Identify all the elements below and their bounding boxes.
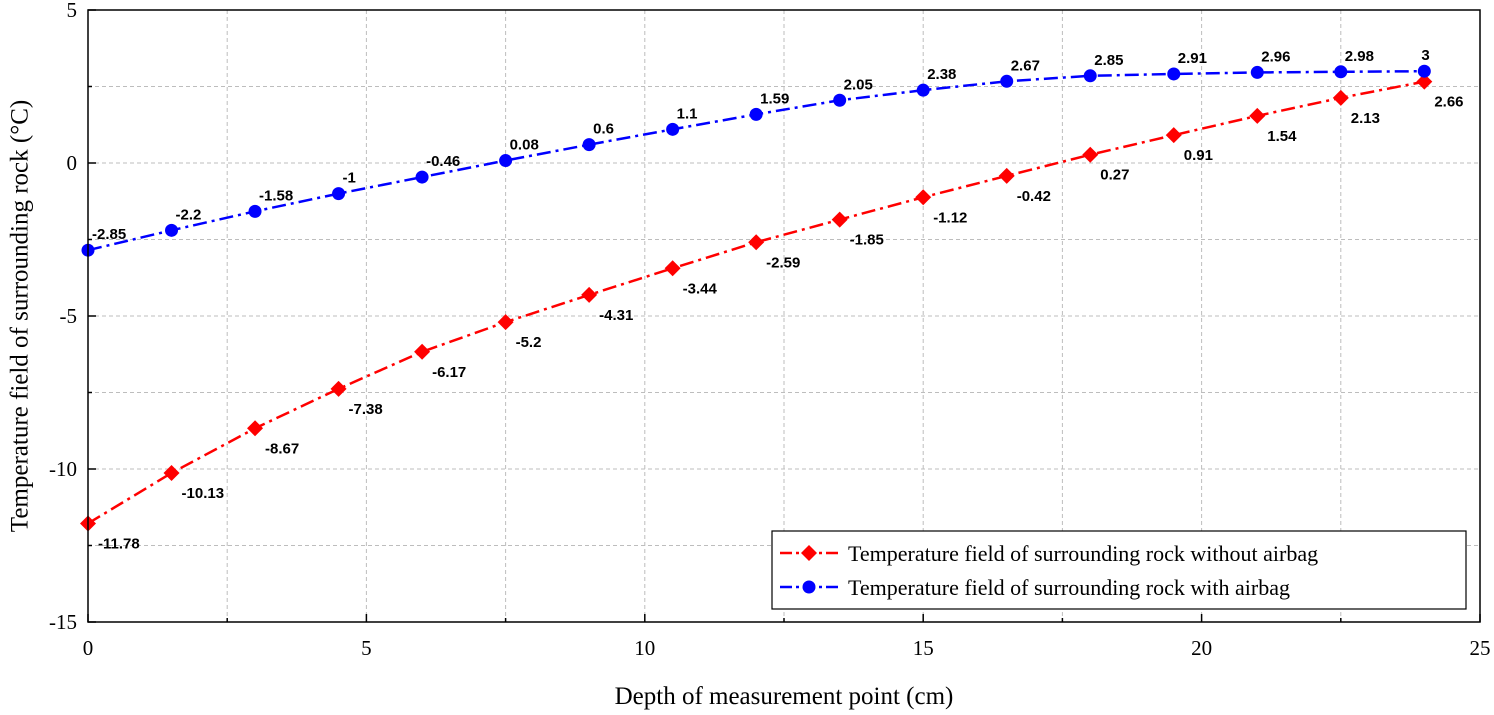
series-layer: -11.78 -10.13 -8.67 -7.38 -6.17 -5.2 -4.31 -3.4… xyxy=(80,47,1464,552)
data-point xyxy=(332,187,346,201)
data-point xyxy=(1250,65,1264,79)
data-point xyxy=(1082,146,1099,163)
data-label: -1 xyxy=(343,170,356,187)
data-point xyxy=(248,204,262,218)
data-point xyxy=(1334,65,1348,79)
data-label: 2.13 xyxy=(1351,110,1380,127)
series-2: -2.85 -2.2 -1.58 -1 -0.46 0.08 0.6 1.1 1.59 2.05 2… xyxy=(81,47,1431,257)
x-tick-label: 20 xyxy=(1191,636,1212,660)
data-point xyxy=(833,93,847,107)
grid-lines xyxy=(88,10,1480,622)
data-label: -10.13 xyxy=(182,485,225,502)
data-point xyxy=(915,189,932,206)
data-label: -4.31 xyxy=(599,307,633,324)
data-point xyxy=(831,211,848,228)
data-label: 2.98 xyxy=(1345,48,1374,65)
legend-box xyxy=(771,530,1467,610)
data-label: -3.44 xyxy=(683,280,718,297)
y-tick-label: 0 xyxy=(67,151,78,175)
data-point xyxy=(414,343,431,360)
data-label: 3 xyxy=(1421,47,1429,64)
series-line xyxy=(87,80,1425,525)
axis-ticks: 0 5 10 15 20 25 -15 -10 -5 0 5 xyxy=(49,0,1491,660)
data-label: -11.78 xyxy=(98,535,140,552)
legend-marker xyxy=(801,545,817,561)
data-label: 2.66 xyxy=(1434,94,1463,111)
data-point xyxy=(165,223,179,237)
data-point xyxy=(1165,127,1182,144)
data-point xyxy=(916,83,930,97)
data-point xyxy=(748,234,765,251)
data-label: -1.85 xyxy=(850,232,884,249)
y-tick-label: -15 xyxy=(49,610,77,634)
x-tick-label: 0 xyxy=(83,636,94,660)
data-point xyxy=(499,154,513,168)
x-tick-label: 10 xyxy=(634,636,655,660)
data-point xyxy=(1083,69,1097,83)
data-label: 1.54 xyxy=(1267,128,1297,145)
data-label: 2.05 xyxy=(844,76,873,93)
data-point xyxy=(749,107,763,121)
data-point xyxy=(415,170,429,184)
y-axis-title: Temperature field of surrounding rock (°… xyxy=(7,100,34,532)
data-label: 2.91 xyxy=(1178,50,1207,67)
data-point xyxy=(582,138,596,152)
data-label: 0.27 xyxy=(1100,167,1129,184)
data-label: -7.38 xyxy=(349,401,383,418)
data-label: -5.2 xyxy=(516,334,542,351)
data-label: -2.59 xyxy=(766,254,800,271)
data-point xyxy=(163,464,180,481)
data-point xyxy=(330,380,347,397)
data-point xyxy=(1167,67,1181,81)
data-label: -2.2 xyxy=(176,206,202,223)
data-point xyxy=(247,420,264,437)
data-point xyxy=(1332,89,1349,106)
data-point xyxy=(998,167,1015,184)
series-line xyxy=(87,69,1425,252)
data-label: 0.91 xyxy=(1184,147,1213,164)
data-point xyxy=(1000,74,1014,88)
data-point xyxy=(666,122,680,136)
legend: Temperature field of surrounding rock wi… xyxy=(771,530,1467,610)
data-label: -1.12 xyxy=(933,209,967,226)
legend-item: Temperature field of surrounding rock wi… xyxy=(780,541,1318,566)
data-label: -2.85 xyxy=(92,226,126,243)
y-tick-label: -5 xyxy=(60,304,78,328)
data-label: 2.38 xyxy=(927,66,956,83)
data-label: 2.96 xyxy=(1261,48,1290,65)
data-point xyxy=(1249,107,1266,124)
x-tick-label: 25 xyxy=(1470,636,1491,660)
y-tick-label: 5 xyxy=(67,0,78,22)
x-tick-label: 15 xyxy=(913,636,934,660)
data-label: -0.46 xyxy=(426,153,460,170)
legend-label: Temperature field of surrounding rock wi… xyxy=(848,541,1318,566)
y-tick-label: -10 xyxy=(49,457,77,481)
data-label: -0.42 xyxy=(1017,188,1051,205)
data-label: 2.67 xyxy=(1011,57,1040,74)
series-1: -11.78 -10.13 -8.67 -7.38 -6.17 -5.2 -4.31 -3.4… xyxy=(80,73,1464,552)
data-point xyxy=(1417,64,1431,78)
data-point xyxy=(497,314,514,331)
legend-marker xyxy=(802,580,816,594)
data-point xyxy=(1416,73,1433,90)
data-label: -6.17 xyxy=(432,364,466,381)
data-label: -8.67 xyxy=(265,440,299,457)
data-label: 1.1 xyxy=(677,105,698,122)
legend-label: Temperature field of surrounding rock wi… xyxy=(848,575,1290,600)
data-label: 0.6 xyxy=(593,121,614,138)
x-axis-title: Depth of measurement point (cm) xyxy=(615,683,954,710)
data-label: -1.58 xyxy=(259,187,293,204)
data-label: 0.08 xyxy=(510,137,539,154)
x-tick-label: 5 xyxy=(361,636,372,660)
data-label: 1.59 xyxy=(760,90,789,107)
legend-item: Temperature field of surrounding rock wi… xyxy=(780,575,1290,600)
data-point xyxy=(581,286,598,303)
data-point xyxy=(664,260,681,277)
data-label: 2.85 xyxy=(1094,52,1123,69)
